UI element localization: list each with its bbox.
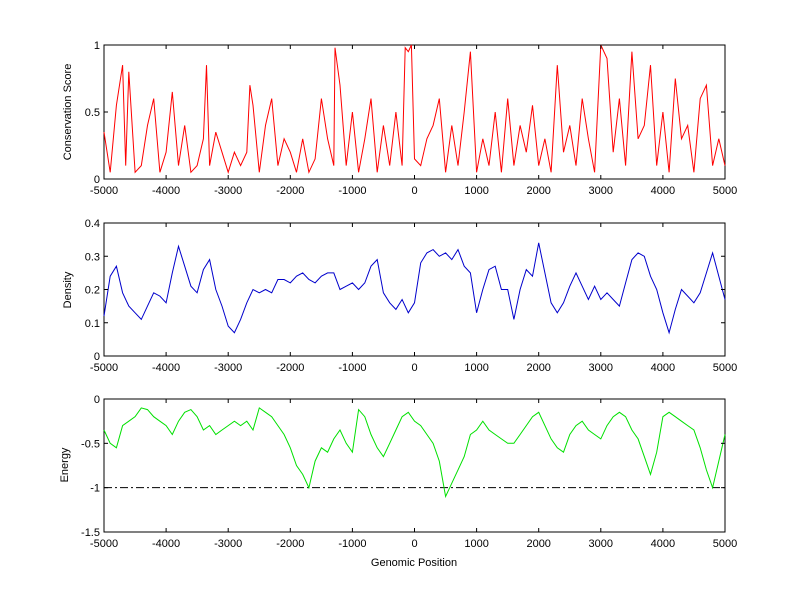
plot-area-density — [103, 222, 726, 357]
x-tick-label: -3000 — [214, 538, 242, 550]
x-tick-label: -1000 — [338, 185, 366, 197]
x-tick-label: 1000 — [464, 538, 488, 550]
x-tick-label: 2000 — [526, 538, 550, 550]
y-tick-label: 0 — [94, 351, 100, 363]
series-line-energy — [103, 407, 726, 499]
x-tick-label: 0 — [411, 362, 417, 374]
y-ticks-energy: -1.5 -1 -0.5 0 — [81, 394, 725, 539]
y-tick-label: -1 — [90, 483, 100, 495]
x-tick-label: 5000 — [713, 362, 737, 374]
x-axis-label-energy: Genomic Position — [371, 557, 457, 569]
x-tick-label: 4000 — [651, 185, 675, 197]
y-tick-label: 0.4 — [85, 218, 100, 230]
y-tick-label: 0.1 — [85, 318, 100, 330]
x-tick-label: 3000 — [589, 362, 613, 374]
chart-panel-conservation: -5000 -4000 -3000 -2000 -1000 0 1000 2000 3000 40… — [62, 40, 737, 197]
y-axis-label-density: Density — [62, 271, 74, 308]
y-tick-label: 0.3 — [85, 251, 100, 263]
chart-panel-energy: -5000 -4000 -3000 -2000 -1000 0 1000 2000 3000 40… — [59, 394, 737, 569]
x-tick-label: 0 — [411, 185, 417, 197]
x-tick-label: -3000 — [214, 185, 242, 197]
y-tick-label: -1.5 — [81, 527, 100, 539]
x-tick-label: 4000 — [651, 538, 675, 550]
x-tick-label: 1000 — [464, 362, 488, 374]
y-tick-label: -0.5 — [81, 438, 100, 450]
x-ticks-density: -5000 -4000 -3000 -2000 -1000 0 1000 2000 3000 40… — [90, 223, 737, 374]
y-ticks-density: 0 0.1 0.2 0.3 0.4 — [85, 218, 725, 363]
x-tick-label: 3000 — [589, 538, 613, 550]
x-ticks-energy: -5000 -4000 -3000 -2000 -1000 0 1000 2000 3000 40… — [90, 399, 737, 550]
x-tick-label: 3000 — [589, 185, 613, 197]
x-tick-label: -2000 — [276, 185, 304, 197]
y-axis-label-energy: Energy — [59, 447, 71, 482]
x-tick-label: -4000 — [152, 362, 180, 374]
x-tick-label: -5000 — [90, 538, 118, 550]
y-tick-label: 0 — [94, 394, 100, 406]
y-axis-label-conservation: Conservation Score — [62, 64, 74, 161]
x-tick-label: -4000 — [152, 185, 180, 197]
x-tick-label: -5000 — [90, 362, 118, 374]
y-ticks-conservation: 00.51 — [85, 40, 725, 186]
y-tick-label: 0 — [94, 174, 100, 186]
x-tick-label: 4000 — [651, 362, 675, 374]
y-tick-label: 1 — [94, 40, 100, 52]
x-tick-label: 0 — [411, 538, 417, 550]
x-tick-label: 2000 — [526, 362, 550, 374]
x-tick-label: -2000 — [276, 538, 304, 550]
x-tick-label: -3000 — [214, 362, 242, 374]
series-line-density — [103, 242, 726, 335]
x-tick-label: 1000 — [464, 185, 488, 197]
x-tick-label: 5000 — [713, 538, 737, 550]
x-tick-label: 5000 — [713, 185, 737, 197]
x-ticks-conservation: -5000 -4000 -3000 -2000 -1000 0 1000 2000 3000 40… — [90, 45, 737, 197]
x-tick-label: 2000 — [526, 185, 550, 197]
plot-area-energy — [103, 398, 726, 533]
y-tick-label: 0.2 — [85, 285, 100, 297]
chart-panel-density: -5000 -4000 -3000 -2000 -1000 0 1000 2000 3000 40… — [62, 218, 737, 374]
series-line-conservation — [103, 44, 726, 174]
y-tick-label: 0.5 — [85, 107, 100, 119]
x-tick-label: -4000 — [152, 538, 180, 550]
x-tick-label: -5000 — [90, 185, 118, 197]
x-tick-label: -2000 — [276, 362, 304, 374]
x-tick-label: -1000 — [338, 538, 366, 550]
x-tick-label: -1000 — [338, 362, 366, 374]
